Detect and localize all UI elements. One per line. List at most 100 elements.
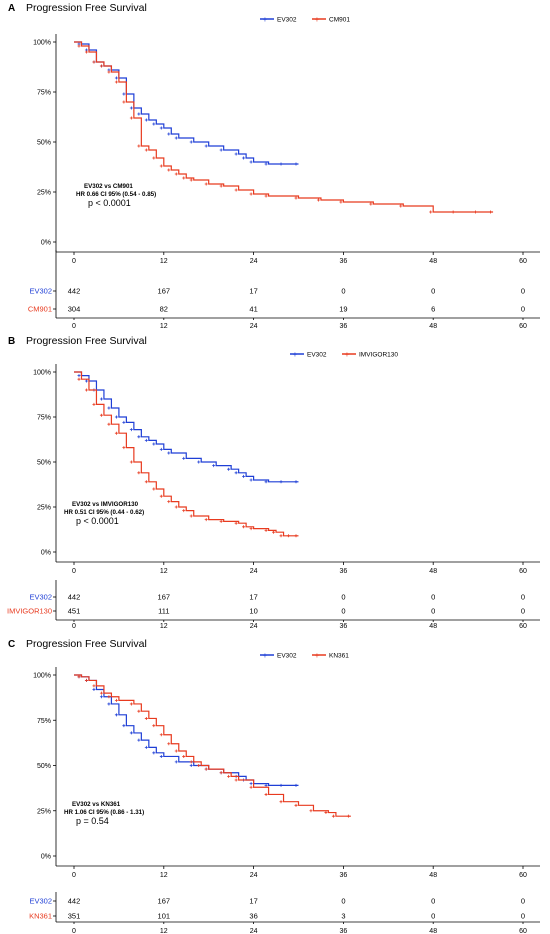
risk-time-label: 24 [250,928,258,934]
risk-cell: 0 [431,897,435,906]
censor-mark [84,388,88,392]
x-tick-label: 60 [519,568,527,575]
censor-mark [264,792,268,796]
risk-cell: 0 [521,305,525,314]
chart-panel-c: C Progression Free Survival + EV302 + KN361 0%… [8,638,540,934]
censor-mark [77,44,81,48]
censor-mark [114,431,118,435]
annotation-comparison: EV302 vs IMVIGOR130 [72,501,139,508]
censor-mark [122,724,126,728]
censor-mark [114,76,118,80]
chart-title: Progression Free Survival [26,335,147,347]
legend-label-kn361: KN361 [329,653,349,660]
censor-mark [84,379,88,383]
annotation-p-value: p < 0.0001 [76,516,119,526]
censor-mark [309,809,313,813]
censor-mark [234,152,238,156]
series-line-ev302 [74,371,299,483]
censor-mark [249,192,253,196]
x-tick-label: 48 [429,872,437,879]
censor-mark [152,156,156,160]
censor-mark [99,397,103,401]
y-tick-label: 100% [33,673,51,680]
censor-mark [249,782,253,786]
risk-cell: 111 [158,607,169,616]
risk-time-label: 12 [160,623,168,630]
censor-mark [114,713,118,717]
risk-cell: 167 [158,593,171,602]
legend-label-ev302: EV302 [277,653,297,660]
series-line-ev302 [74,674,299,787]
censor-mark [197,460,201,464]
censor-mark [167,742,171,746]
risk-cell: 0 [431,593,435,602]
y-tick-label: 75% [37,90,51,97]
censor-mark [167,500,171,504]
x-tick-label: 60 [519,258,527,265]
risk-cell: 167 [158,897,171,906]
censor-mark [167,168,171,172]
censor-mark [182,176,186,180]
risk-time-label: 60 [519,623,527,630]
censor-mark [234,188,238,192]
censor-mark [144,745,148,749]
risk-cell: 0 [341,607,345,616]
series-line-kn361 [74,674,351,817]
risk-row-label: CM901 [28,305,52,314]
censor-mark [122,446,126,450]
censor-mark [174,749,178,753]
chart-title: Progression Free Survival [26,638,147,650]
legend-marker: + [263,651,268,660]
censor-mark [167,451,171,455]
legend-marker: + [315,15,320,24]
censor-mark [152,724,156,728]
series-line-cm901 [74,41,494,213]
censor-mark [279,800,283,804]
y-tick-label: 0% [41,550,51,557]
censor-mark [137,738,141,742]
x-tick-label: 24 [250,258,258,265]
annotation-hr: HR 1.06 CI 95% (0.86 - 1.31) [64,809,144,816]
x-tick-label: 60 [519,872,527,879]
censor-mark [144,438,148,442]
risk-table: EV302 442 167 17 0 0 0 KN361 351 101 36 3 0 0 0 12 24 36 4… [29,892,540,934]
risk-cell: 0 [431,607,435,616]
legend-marker: + [263,15,268,24]
risk-time-label: 0 [72,323,76,330]
censor-mark [174,505,178,509]
risk-cell: 17 [249,287,257,296]
y-tick-label: 100% [33,370,51,377]
risk-cell: 451 [68,607,81,616]
censor-mark [204,767,208,771]
censor-mark [122,420,126,424]
censor-mark [279,480,283,484]
censor-mark [204,144,208,148]
risk-cell: 351 [68,912,81,921]
annotation-hr: HR 0.66 CI 95% (0.54 - 0.85) [76,191,156,198]
censor-mark [167,132,171,136]
risk-time-label: 48 [429,323,437,330]
censor-mark [182,456,186,460]
censor-mark [137,471,141,475]
censor-mark [92,60,96,64]
censor-mark [451,210,455,214]
censor-mark [159,126,163,130]
censor-mark [219,184,223,188]
legend-label-ev302: EV302 [307,352,327,359]
censor-mark [474,210,478,214]
x-tick-label: 12 [160,872,168,879]
chart-panel-b: B Progression Free Survival + EV302 + IMVIGOR… [7,335,540,630]
censor-mark [107,70,111,74]
censor-mark [137,709,141,713]
censor-mark [294,162,298,166]
censor-mark [114,80,118,84]
censor-mark [339,200,343,204]
chart-title: Progression Free Survival [26,2,147,14]
censor-mark [279,534,283,538]
censor-mark [234,521,238,525]
legend: + EV302 + KN361 [260,651,349,660]
risk-cell: 167 [158,287,171,296]
censor-mark [264,162,268,166]
